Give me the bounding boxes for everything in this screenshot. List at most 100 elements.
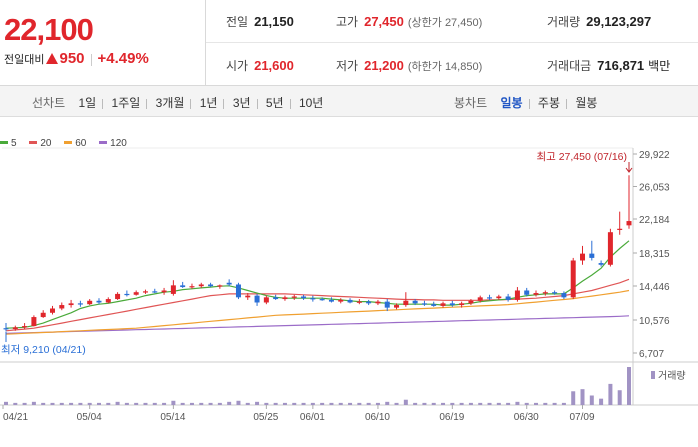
quote-summary: 22,100 전일대비 950 +4.49% 전일 21,150 고가 27,450 (상… <box>0 0 698 86</box>
volume-bar <box>134 402 139 405</box>
volume-bar <box>282 402 287 405</box>
candle-body <box>598 263 604 265</box>
volume-bar <box>413 402 418 405</box>
candle-body <box>589 253 595 258</box>
volume-bar <box>608 383 613 405</box>
candle-body <box>245 295 251 298</box>
candle-body <box>421 303 427 305</box>
divider <box>90 53 92 66</box>
volume-bar <box>245 402 250 405</box>
volume-bar <box>543 402 548 405</box>
volume-bar <box>96 402 101 405</box>
volume-bar <box>561 402 566 405</box>
open-label: 시가 <box>226 59 249 73</box>
candle-body <box>617 228 623 230</box>
x-tick-label: 05/14 <box>160 412 185 423</box>
candle-body <box>301 296 307 299</box>
period-5y[interactable]: 5년 <box>265 96 284 110</box>
volume-bar <box>627 367 631 405</box>
divider <box>256 98 258 109</box>
divider <box>102 98 104 109</box>
candle-daily[interactable]: 일봉 <box>500 96 523 110</box>
volume-bar <box>264 402 269 405</box>
y-tick-label: 18,315 <box>639 249 670 260</box>
candle-weekly[interactable]: 주봉 <box>537 96 560 110</box>
change-label: 전일대비 <box>4 54 45 66</box>
candle-body <box>468 300 474 304</box>
candle-body <box>542 292 548 294</box>
volume: 거래량 29,123,297 <box>547 13 651 30</box>
period-10y[interactable]: 10년 <box>298 96 324 110</box>
x-tick-label: 05/25 <box>253 412 278 423</box>
period-1w[interactable]: 1주일 <box>111 96 141 110</box>
x-tick-label: 04/21 <box>3 412 28 423</box>
volume-legend-swatch <box>651 371 655 379</box>
ma-legend: 5 20 60 120 <box>0 138 137 149</box>
legend-swatch <box>0 141 8 144</box>
volume-bar <box>162 402 167 405</box>
divider <box>528 98 530 109</box>
candle-body <box>96 300 102 303</box>
change-value: 950 <box>59 50 85 67</box>
legend-swatch <box>64 141 73 144</box>
prev-close-label: 전일 <box>226 15 249 29</box>
candle-body <box>375 301 381 304</box>
x-tick-label: 05/04 <box>77 412 102 423</box>
period-1d[interactable]: 1일 <box>78 96 97 110</box>
max-annotation: 최고 27,450 (07/16) <box>536 151 627 163</box>
candle-body <box>40 312 46 318</box>
candle-body <box>226 282 232 285</box>
trade-value-label: 거래대금 <box>547 59 592 73</box>
volume-bar <box>106 402 111 405</box>
volume-bar <box>310 402 315 405</box>
candle-body <box>394 305 400 308</box>
candle-body <box>440 303 446 306</box>
volume-bar <box>292 402 297 405</box>
divider <box>566 98 567 109</box>
candle-body <box>328 299 334 302</box>
volume-bar <box>69 402 74 405</box>
candle-monthly[interactable]: 월봉 <box>575 96 598 110</box>
period-1y[interactable]: 1년 <box>199 96 218 110</box>
line-chart-periods: 선차트 1일 1주일 3개월 1년 3년 5년 10년 <box>32 94 327 111</box>
candle-body <box>552 292 558 294</box>
candle-body <box>152 291 158 293</box>
candle-body <box>208 284 214 287</box>
volume-bar <box>143 402 148 405</box>
volume-bar <box>478 402 483 405</box>
period-3m[interactable]: 3개월 <box>155 96 185 110</box>
candle-body <box>142 291 148 293</box>
volume-bar <box>208 402 213 405</box>
candle-body <box>477 297 483 301</box>
x-tick-label: 06/01 <box>300 412 325 423</box>
candle-body <box>356 301 362 303</box>
volume-bar <box>13 402 18 405</box>
candle-body <box>3 328 9 330</box>
x-tick-label: 07/09 <box>570 412 595 423</box>
candle-body <box>514 290 520 300</box>
candle-body <box>87 300 93 305</box>
candle-body <box>161 290 167 293</box>
legend-ma120: 120 <box>99 138 127 149</box>
up-triangle-icon <box>46 53 59 64</box>
volume-bar <box>441 402 446 405</box>
volume-bar <box>366 402 371 405</box>
candle-body <box>366 301 372 304</box>
volume-bar <box>506 402 511 405</box>
candle-body <box>180 285 186 288</box>
candle-body <box>561 293 567 298</box>
volume-bar <box>496 402 501 405</box>
candle-body <box>124 293 130 296</box>
volume-bar <box>422 402 427 405</box>
volume-bar <box>4 401 8 405</box>
price-box: 22,100 전일대비 950 +4.49% <box>0 0 206 85</box>
volume-bar <box>22 402 27 405</box>
period-3y[interactable]: 3년 <box>232 96 251 110</box>
volume-bar <box>180 402 185 405</box>
candle-body <box>384 301 390 308</box>
candle-body <box>347 299 353 303</box>
candle-body <box>524 290 530 295</box>
divider <box>289 98 291 109</box>
candle-body <box>319 299 325 301</box>
